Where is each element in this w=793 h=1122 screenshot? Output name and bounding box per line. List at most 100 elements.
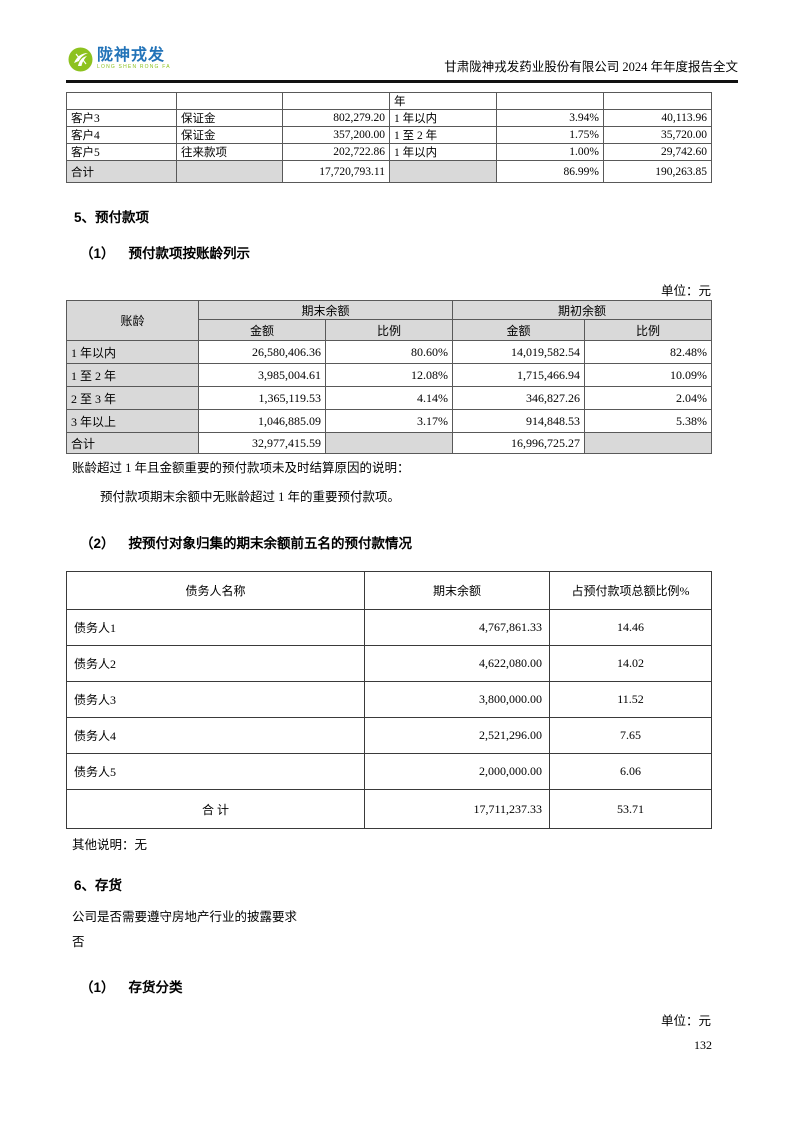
- brand-logo-icon: [68, 47, 93, 72]
- cell-debtor: 债务人2: [66, 645, 365, 682]
- table-row: 1 至 2 年 3,985,004.61 12.08% 1,715,466.94…: [66, 363, 713, 387]
- cell-amount: 17,711,237.33: [364, 789, 550, 829]
- disclosure-question: 公司是否需要遵守房地产行业的披露要求: [72, 910, 298, 924]
- other-note: 其他说明：无: [72, 838, 148, 852]
- col-header-debtor: 债务人名称: [66, 571, 365, 610]
- col-header-amount: 金额: [198, 319, 326, 341]
- cell-debtor: 债务人5: [66, 753, 365, 790]
- disclosure-answer: 否: [72, 935, 85, 949]
- cell-age: 1 年以内: [66, 340, 199, 364]
- cell: 1 年以内: [389, 143, 497, 161]
- cell-end-amount: 3,985,004.61: [198, 363, 326, 387]
- sub-heading-number: （1）: [80, 980, 115, 995]
- cell-total-label: 合计: [66, 432, 199, 454]
- cell-ratio: 53.71: [549, 789, 712, 829]
- table-row: 2 至 3 年 1,365,119.53 4.14% 346,827.26 2.…: [66, 386, 713, 410]
- cell-begin-amount: 346,827.26: [452, 386, 586, 410]
- cell: 17,720,793.11: [282, 160, 390, 183]
- sub-heading-label: 存货分类: [128, 980, 183, 995]
- cell: 3.94%: [496, 109, 604, 127]
- cell-begin-ratio: 82.48%: [584, 340, 713, 364]
- page-header: 陇神戎发 LONG SHEN RONG FA 甘肃陇神戎发药业股份有限公司 20…: [66, 46, 738, 83]
- cell-begin-amount: 1,715,466.94: [452, 363, 586, 387]
- sub-heading-label: 按预付对象归集的期末余额前五名的预付款情况: [128, 536, 413, 551]
- table-row: 客户4 保证金 357,200.00 1 至 2 年 1.75% 35,720.…: [66, 126, 712, 144]
- table-total-row: 合计 32,977,415.59 16,996,725.27: [66, 432, 713, 454]
- unit-label-1: 单位：元: [660, 284, 711, 298]
- brand-name-cn: 陇神戎发: [97, 47, 166, 64]
- cell-debtor: 债务人4: [66, 717, 365, 754]
- report-title: 甘肃陇神戎发药业股份有限公司 2024 年年度报告全文: [444, 60, 738, 74]
- cell: 客户4: [66, 126, 177, 144]
- logo-text: 陇神戎发 LONG SHEN RONG FA: [97, 47, 171, 71]
- cell-begin-ratio: 10.09%: [584, 363, 713, 387]
- cell: 40,113.96: [603, 109, 712, 127]
- cell: [176, 160, 283, 183]
- cell-end-amount: 26,580,406.36: [198, 340, 326, 364]
- cell: 1.75%: [496, 126, 604, 144]
- section5-sub2-heading: （2） 按预付对象归集的期末余额前五名的预付款情况: [80, 532, 412, 552]
- cell: [496, 92, 604, 110]
- cell: 1 年以内: [389, 109, 497, 127]
- cell-age: 1 至 2 年: [66, 363, 199, 387]
- cell-total-label: 合 计: [66, 789, 365, 829]
- col-header-ending-balance: 期末余额: [364, 571, 550, 610]
- table-total-row: 合计 17,720,793.11 86.99% 190,263.85: [66, 160, 712, 183]
- section5-heading: 5、预付款项: [74, 210, 150, 225]
- table-header-row: 债务人名称 期末余额 占预付款项总额比例%: [66, 571, 712, 610]
- page-number: 132: [694, 1038, 712, 1052]
- section6-heading: 6、存货: [74, 878, 123, 893]
- cell-amount: 2,000,000.00: [364, 753, 550, 790]
- table-total-row: 合 计 17,711,237.33 53.71: [66, 789, 712, 829]
- sub-heading-number: （1）: [80, 246, 115, 261]
- cell: 802,279.20: [282, 109, 390, 127]
- cell: 保证金: [176, 109, 283, 127]
- brand-name-en: LONG SHEN RONG FA: [97, 64, 171, 70]
- table-row: 客户5 往来款项 202,722.86 1 年以内 1.00% 29,742.6…: [66, 143, 712, 161]
- cell: 客户5: [66, 143, 177, 161]
- cell-ratio: 6.06: [549, 753, 712, 790]
- cell-ratio: 14.02: [549, 645, 712, 682]
- col-header-ratio: 比例: [584, 319, 713, 341]
- cell-end-ratio: 12.08%: [324, 363, 454, 387]
- table-row: 1 年以内 26,580,406.36 80.60% 14,019,582.54…: [66, 340, 713, 364]
- col-group-beginning: 期初余额: [452, 300, 713, 320]
- cell: [603, 92, 712, 110]
- cell-begin-amount: 14,019,582.54: [452, 340, 586, 364]
- cell: 往来款项: [176, 143, 283, 161]
- company-logo: 陇神戎发 LONG SHEN RONG FA: [68, 47, 171, 72]
- table-header-row: 账龄 期末余额 期初余额: [66, 300, 713, 341]
- table-row: 年: [66, 92, 712, 110]
- cell: [66, 92, 177, 110]
- cell-amount: 2,521,296.00: [364, 717, 550, 754]
- cell-end-amount: 32,977,415.59: [198, 432, 326, 454]
- cell: 客户3: [66, 109, 177, 127]
- cell: [176, 92, 283, 110]
- cell-amount: 4,767,861.33: [364, 609, 550, 646]
- cell: [389, 160, 497, 183]
- section5-sub1-heading: （1） 预付款项按账龄列示: [80, 242, 250, 262]
- cell-end-ratio: 3.17%: [324, 409, 454, 433]
- cell-ratio: 11.52: [549, 681, 712, 718]
- cell-amount: 3,800,000.00: [364, 681, 550, 718]
- cell-ratio: 14.46: [549, 609, 712, 646]
- table-row: 债务人4 2,521,296.00 7.65: [66, 717, 712, 754]
- table-row: 3 年以上 1,046,885.09 3.17% 914,848.53 5.38…: [66, 409, 713, 433]
- col-header-ratio: 比例: [324, 319, 454, 341]
- top5-prepayment-table: 债务人名称 期末余额 占预付款项总额比例% 债务人1 4,767,861.33 …: [66, 571, 712, 829]
- cell: 202,722.86: [282, 143, 390, 161]
- cell-begin-amount: 16,996,725.27: [452, 432, 586, 454]
- cell-end-amount: 1,365,119.53: [198, 386, 326, 410]
- cell-amount: 4,622,080.00: [364, 645, 550, 682]
- cell: 86.99%: [496, 160, 604, 183]
- cell-debtor: 债务人3: [66, 681, 365, 718]
- cell-ratio: 7.65: [549, 717, 712, 754]
- cell-begin-ratio: 2.04%: [584, 386, 713, 410]
- table-row: 债务人5 2,000,000.00 6.06: [66, 753, 712, 790]
- table-row: 债务人1 4,767,861.33 14.46: [66, 609, 712, 646]
- cell-begin-amount: 914,848.53: [452, 409, 586, 433]
- unit-label-2: 单位：元: [660, 1014, 711, 1028]
- cell-debtor: 债务人1: [66, 609, 365, 646]
- cell: 35,720.00: [603, 126, 712, 144]
